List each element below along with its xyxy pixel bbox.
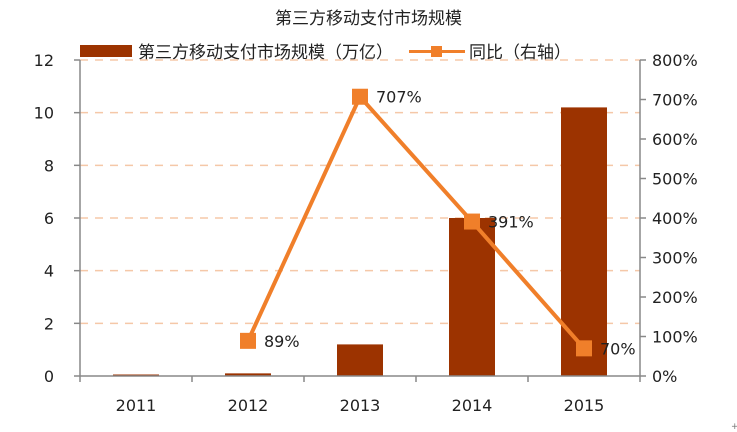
right-axis-label: 200% <box>652 288 698 307</box>
right-axis-label: 600% <box>652 130 698 149</box>
data-label: 89% <box>264 332 300 351</box>
left-axis-label: 0 <box>44 367 54 386</box>
data-label: 70% <box>600 339 636 358</box>
left-axis-label: 8 <box>44 156 54 175</box>
yoy-marker <box>464 213 480 230</box>
corner-mark-icon: + <box>731 422 737 432</box>
right-axis-label: 0% <box>652 367 677 386</box>
bar-2014 <box>449 218 495 376</box>
x-axis-label: 2014 <box>452 396 493 415</box>
right-axis-label: 500% <box>652 170 698 189</box>
data-label: 391% <box>488 213 534 232</box>
yoy-marker <box>240 332 256 349</box>
left-axis-label: 4 <box>44 262 54 281</box>
yoy-marker <box>352 88 368 105</box>
left-axis-label: 10 <box>34 104 54 123</box>
legend: 第三方移动支付市场规模（万亿） 同比（右轴） <box>80 38 571 63</box>
bar-2013 <box>337 344 383 376</box>
x-axis-label: 2013 <box>340 396 381 415</box>
bar-2012 <box>225 373 271 376</box>
x-axis-label: 2015 <box>564 396 605 415</box>
right-axis-label: 700% <box>652 91 698 110</box>
legend-bar-swatch <box>80 44 132 57</box>
x-axis-label: 2012 <box>228 396 269 415</box>
x-axis-label: 2011 <box>116 396 157 415</box>
legend-bar-label: 第三方移动支付市场规模（万亿） <box>138 43 393 63</box>
yoy-line <box>246 94 586 350</box>
right-axis-label: 400% <box>652 209 698 228</box>
right-axis-label: 800% <box>652 51 698 70</box>
chart-title: 第三方移动支付市场规模 <box>275 9 462 29</box>
legend-line-swatch <box>409 45 465 57</box>
yoy-marker <box>576 340 592 357</box>
left-axis-label: 12 <box>34 51 54 70</box>
data-label: 707% <box>376 88 422 107</box>
right-axis-label: 300% <box>652 249 698 268</box>
left-axis-label: 2 <box>44 314 54 333</box>
legend-line-label: 同比（右轴） <box>469 43 571 63</box>
bar-2015 <box>561 107 607 377</box>
right-axis-label: 100% <box>652 328 698 347</box>
left-axis-label: 6 <box>44 209 54 228</box>
